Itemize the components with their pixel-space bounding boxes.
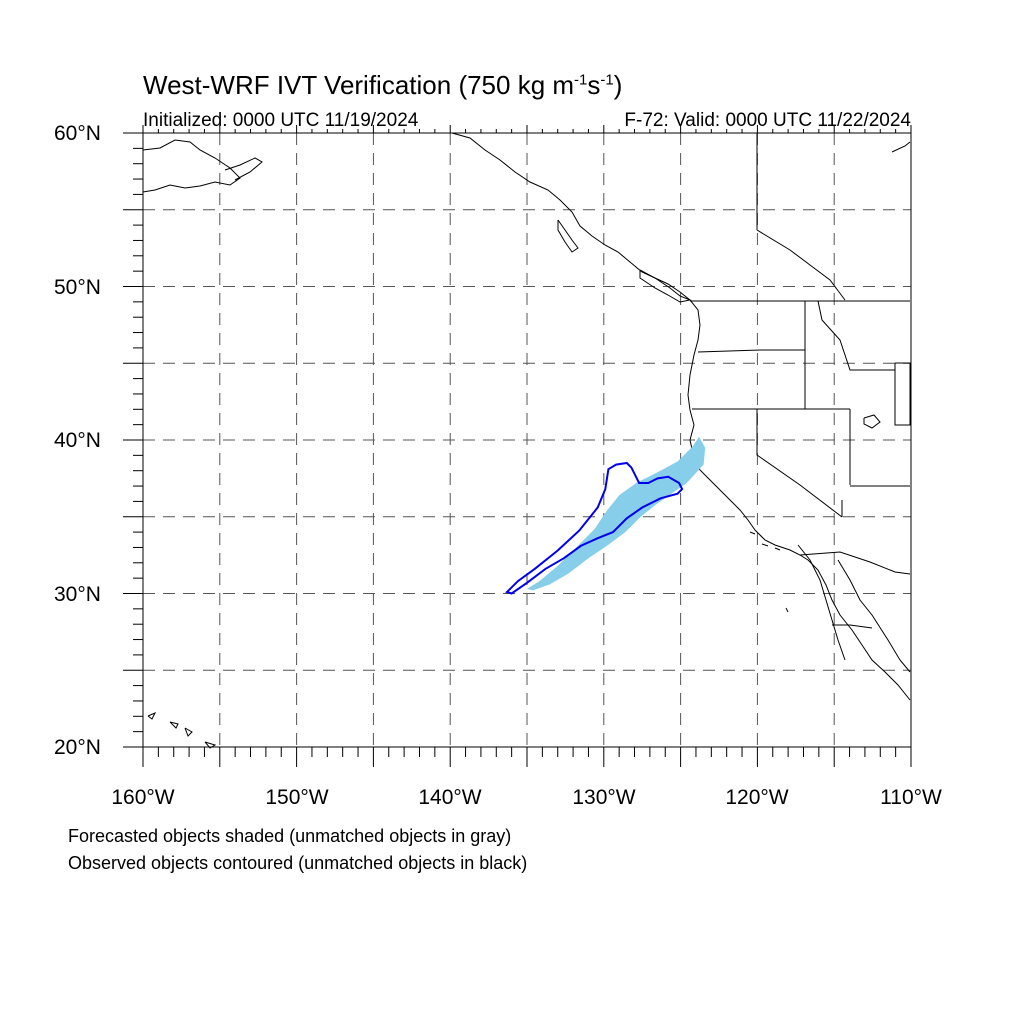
initialized-label: Initialized: 0000 UTC 11/19/2024	[143, 110, 419, 131]
lat-label-50n: 50°N	[54, 276, 101, 299]
lon-label-130w: 130°W	[572, 786, 636, 809]
lon-label-150w: 150°W	[265, 786, 329, 809]
lat-label-20n: 20°N	[54, 736, 101, 759]
map-title: West-WRF IVT Verification (750 kg m-1s-1…	[143, 70, 623, 100]
observed-object	[505, 461, 684, 595]
valid-time-label: F-72: Valid: 0000 UTC 11/22/2024	[624, 110, 911, 131]
lon-label-110w: 110°W	[880, 786, 942, 809]
graticule	[143, 133, 911, 747]
lon-label-120w: 120°W	[725, 786, 789, 809]
lat-label-30n: 30°N	[54, 583, 101, 606]
coastline	[142, 132, 911, 749]
lon-label-160w: 160°W	[111, 786, 175, 809]
axis-ticks	[123, 125, 912, 767]
note-forecast: Forecasted objects shaded (unmatched obj…	[68, 826, 512, 846]
lat-label-60n: 60°N	[54, 122, 101, 145]
lat-label-40n: 40°N	[54, 429, 101, 452]
note-observed: Observed objects contoured (unmatched ob…	[68, 853, 528, 873]
forecast-object	[527, 436, 706, 591]
lon-label-140w: 140°W	[418, 786, 482, 809]
map-frame	[142, 132, 912, 748]
political-borders	[690, 133, 911, 629]
